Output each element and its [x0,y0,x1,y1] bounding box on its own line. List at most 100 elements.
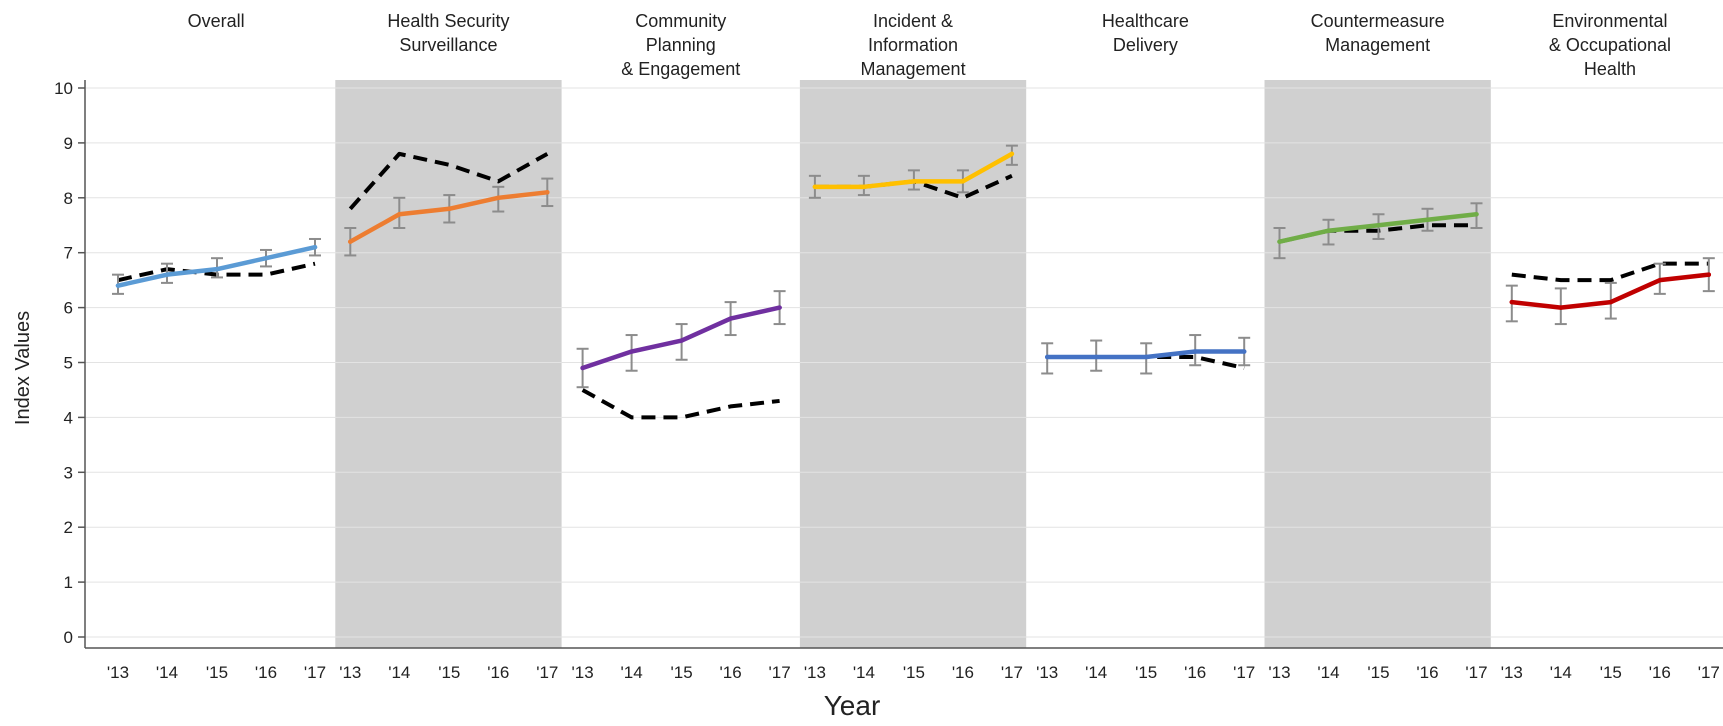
y-tick-label: 8 [64,189,73,208]
x-tick-label: '16 [1416,663,1438,682]
data-point [861,184,867,190]
x-tick-label: '15 [671,663,693,682]
data-point [777,305,782,310]
x-tick-label: '15 [1600,663,1622,682]
y-tick-label: 10 [54,79,73,98]
x-tick-label: '17 [769,663,791,682]
panel-title-line: & Occupational [1549,35,1671,55]
panel-shade [335,80,562,648]
panel-shading-layer [335,80,1491,648]
x-tick-label: '14 [853,663,875,682]
y-tick-label: 4 [64,408,73,427]
panel-title-line: Incident & [873,11,953,31]
panel-title-line: Planning [646,35,716,55]
x-tick-label: '13 [1501,663,1523,682]
x-tick-label: '13 [1036,663,1058,682]
x-tick-label: '15 [1135,663,1157,682]
y-axis-title: Index Values [12,311,34,425]
y-tick-label: 3 [64,463,73,482]
series-lines-layer [115,151,1712,371]
data-point [580,365,585,371]
data-point [348,239,353,244]
x-tick-label: '14 [1085,663,1107,682]
x-tick-label: '13 [1268,663,1290,682]
data-point [728,316,733,321]
x-tick-label: '14 [1550,663,1572,682]
x-tick-label: '16 [952,663,974,682]
x-tick-label: '17 [1233,663,1255,682]
data-point [629,349,634,354]
data-point [1326,228,1331,233]
x-axis-title: Year [824,690,881,721]
panel-title-line: Management [861,59,966,79]
data-point [496,195,501,200]
data-point [1193,349,1198,354]
x-tick-label: '13 [804,663,826,682]
panel-title-line: Overall [188,11,245,31]
reference-dashed-line [1511,261,1709,283]
x-tick-label: '15 [1367,663,1389,682]
x-tick-label: '16 [255,663,277,682]
x-tick-label: '17 [304,663,326,682]
panel-title-line: Countermeasure [1311,11,1445,31]
panel-title-line: Surveillance [399,35,497,55]
x-tick-label: '14 [1317,663,1339,682]
x-tick-label: '14 [388,663,410,682]
panel-title-line: Health [1584,59,1636,79]
data-point [1242,349,1247,354]
x-tick-label: '16 [487,663,509,682]
x-tick-label: '15 [903,663,925,682]
x-tick-label: '16 [720,663,742,682]
data-point [1474,212,1479,217]
x-tick-label: '14 [156,663,178,682]
y-tick-label: 7 [64,244,73,263]
x-tick-label: '15 [206,663,228,682]
data-point [1376,223,1381,228]
data-point [214,266,220,272]
axes-layer [78,80,1723,649]
x-tick-label: '17 [536,663,558,682]
data-point [1657,277,1663,283]
panel-title-line: Management [1325,35,1430,55]
y-tick-label: 5 [64,354,73,373]
y-tick-label: 6 [64,299,73,318]
x-tick-label: '13 [572,663,594,682]
data-point [911,179,917,184]
x-tick-label: '17 [1698,663,1720,682]
y-tick-label: 2 [64,518,73,537]
panel-title-line: & Engagement [621,59,740,79]
x-tick-label: '15 [438,663,460,682]
panel-title-line: Community [635,11,726,31]
x-tick-label: '13 [339,663,361,682]
data-point [164,272,170,277]
panel-title-line: Environmental [1552,11,1667,31]
data-point [397,212,402,217]
data-point [1045,354,1050,360]
panel-title-line: Delivery [1113,35,1178,55]
x-tick-label: '14 [621,663,643,682]
data-point [1706,272,1712,277]
reference-dashed-line [581,388,780,420]
data-point [312,245,318,250]
x-tick-label: '16 [1649,663,1671,682]
x-tick-label: '17 [1001,663,1023,682]
panel-title-line: Information [868,35,958,55]
y-tick-label: 1 [64,573,73,592]
reference-dashed-line [348,151,549,211]
data-point [1277,239,1282,244]
panel-shade [1264,80,1491,648]
labels-layer: 0 1 2 3 4 5 6 7 8 9 10 Overall '13 '14 '15 '16 '17 Health… [54,11,1720,682]
gridline-layer [85,87,1723,638]
data-point [1009,151,1015,157]
data-point [1094,354,1099,360]
panel-title-line: Health Security [387,11,509,31]
data-point [960,179,966,184]
data-point [447,206,452,211]
data-point [679,338,684,343]
y-tick-label: 0 [64,628,73,647]
data-point [1558,305,1564,310]
data-point [1608,299,1614,305]
data-point [115,283,121,288]
